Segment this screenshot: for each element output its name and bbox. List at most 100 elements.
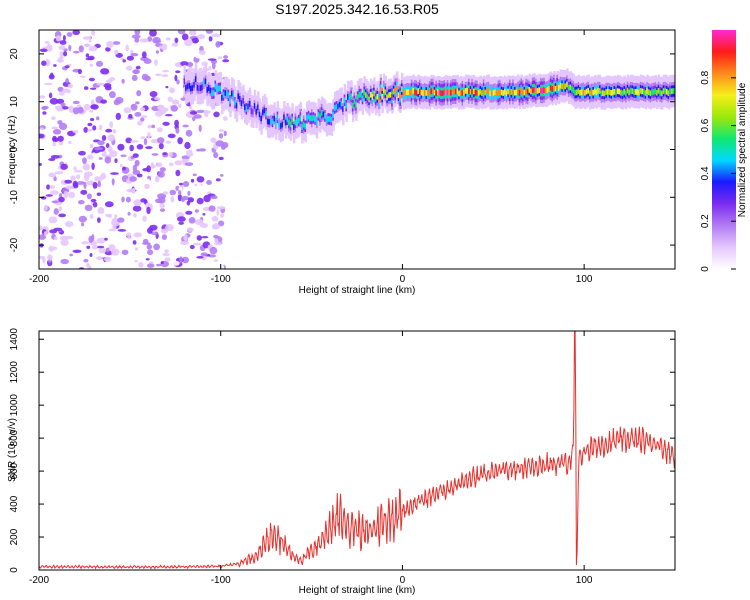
- ridge-cell: [502, 90, 505, 96]
- ridge-cell: [518, 90, 522, 96]
- ridge-cell: [430, 88, 433, 94]
- noise-cell: [50, 155, 60, 159]
- noise-cell: [150, 138, 159, 144]
- snr-xtick-label: 0: [400, 575, 406, 586]
- noise-cell: [146, 165, 152, 173]
- noise-cell: [50, 190, 59, 196]
- noise-cell: [194, 209, 199, 213]
- ridge-cell: [214, 83, 217, 90]
- noise-cell: [168, 162, 174, 167]
- noise-cell: [86, 245, 91, 249]
- noise-cell: [86, 193, 92, 200]
- noise-cell: [201, 236, 209, 239]
- ridge-cell: [520, 87, 523, 94]
- ridge-cell: [523, 89, 526, 96]
- noise-cell: [62, 35, 66, 41]
- ridge-cell: [404, 90, 407, 96]
- noise-cell: [223, 130, 227, 137]
- noise-cell: [51, 246, 58, 251]
- noise-cell: [136, 90, 142, 97]
- ridge-cell: [317, 112, 320, 118]
- noise-cell: [83, 44, 91, 47]
- noise-cell: [162, 69, 170, 73]
- ridge-cell: [399, 93, 402, 100]
- snr-xtick-label: 100: [576, 575, 593, 586]
- noise-cell: [176, 79, 180, 85]
- noise-cell: [132, 164, 138, 172]
- noise-cell: [151, 124, 156, 129]
- noise-cell: [89, 109, 94, 113]
- noise-cell: [206, 180, 212, 185]
- ridge-cell: [486, 88, 489, 95]
- noise-cell: [211, 33, 221, 38]
- noise-cell: [184, 39, 193, 47]
- noise-cell: [148, 261, 154, 265]
- noise-cell: [119, 163, 123, 168]
- noise-cell: [149, 224, 158, 231]
- ridge-cell: [278, 121, 281, 127]
- ridge-cell: [378, 97, 381, 103]
- ridge-cell: [348, 94, 351, 101]
- ridge-cell: [363, 89, 366, 96]
- ridge-cell: [296, 119, 299, 125]
- ridge-cell: [634, 89, 638, 95]
- ridge-cell: [337, 103, 340, 110]
- snr-ytick-label: 400: [9, 495, 20, 512]
- noise-cell: [198, 148, 207, 152]
- ridge-cell: [459, 89, 463, 96]
- ridge-cell: [665, 88, 669, 95]
- ridge-cell: [615, 89, 618, 96]
- ridge-cell: [306, 114, 309, 121]
- noise-cell: [41, 60, 47, 66]
- noise-cell: [42, 46, 48, 49]
- noise-cell: [100, 68, 110, 75]
- noise-cell: [210, 137, 217, 143]
- ridge-cell: [289, 121, 293, 128]
- noise-cell: [196, 255, 204, 259]
- snr-ytick-label: 800: [9, 429, 20, 446]
- ridge-cell: [425, 90, 428, 96]
- noise-cell: [192, 116, 196, 122]
- noise-cell: [169, 87, 175, 94]
- ridge-cell: [579, 89, 582, 96]
- noise-cell: [83, 103, 91, 111]
- ridge-cell: [536, 88, 540, 94]
- noise-cell: [220, 213, 225, 218]
- ridge-cell: [661, 90, 664, 97]
- noise-cell: [72, 249, 82, 253]
- noise-cell: [196, 235, 202, 241]
- ridge-cell: [450, 89, 453, 96]
- noise-cell: [45, 194, 53, 197]
- noise-cell: [165, 140, 172, 144]
- ridge-cell: [492, 90, 495, 96]
- noise-cell: [168, 151, 173, 158]
- ridge-cell: [271, 118, 275, 125]
- ridge-cell: [263, 107, 266, 114]
- noise-cell: [92, 181, 98, 189]
- ridge-cell: [566, 81, 569, 88]
- noise-cell: [67, 83, 73, 89]
- ridge-cell: [504, 88, 507, 95]
- noise-cell: [133, 212, 137, 218]
- ridge-cell: [461, 90, 464, 96]
- ridge-cell: [407, 89, 410, 95]
- noise-cell: [140, 115, 148, 119]
- noise-cell: [184, 141, 191, 150]
- ridge-cell: [572, 87, 576, 94]
- noise-cell: [174, 74, 178, 82]
- noise-cell: [213, 152, 219, 159]
- noise-cell: [90, 99, 95, 106]
- noise-cell: [180, 241, 189, 245]
- noise-cell: [196, 109, 206, 113]
- ridge-cell: [252, 109, 255, 115]
- noise-cell: [143, 58, 152, 64]
- ridge-cell: [226, 90, 229, 97]
- noise-cell: [121, 196, 125, 203]
- ridge-cell: [368, 96, 371, 103]
- snr-ytick-label: 1400: [9, 328, 20, 351]
- ridge-cell: [458, 90, 461, 97]
- ridge-cell: [522, 89, 525, 96]
- noise-cell: [48, 74, 55, 80]
